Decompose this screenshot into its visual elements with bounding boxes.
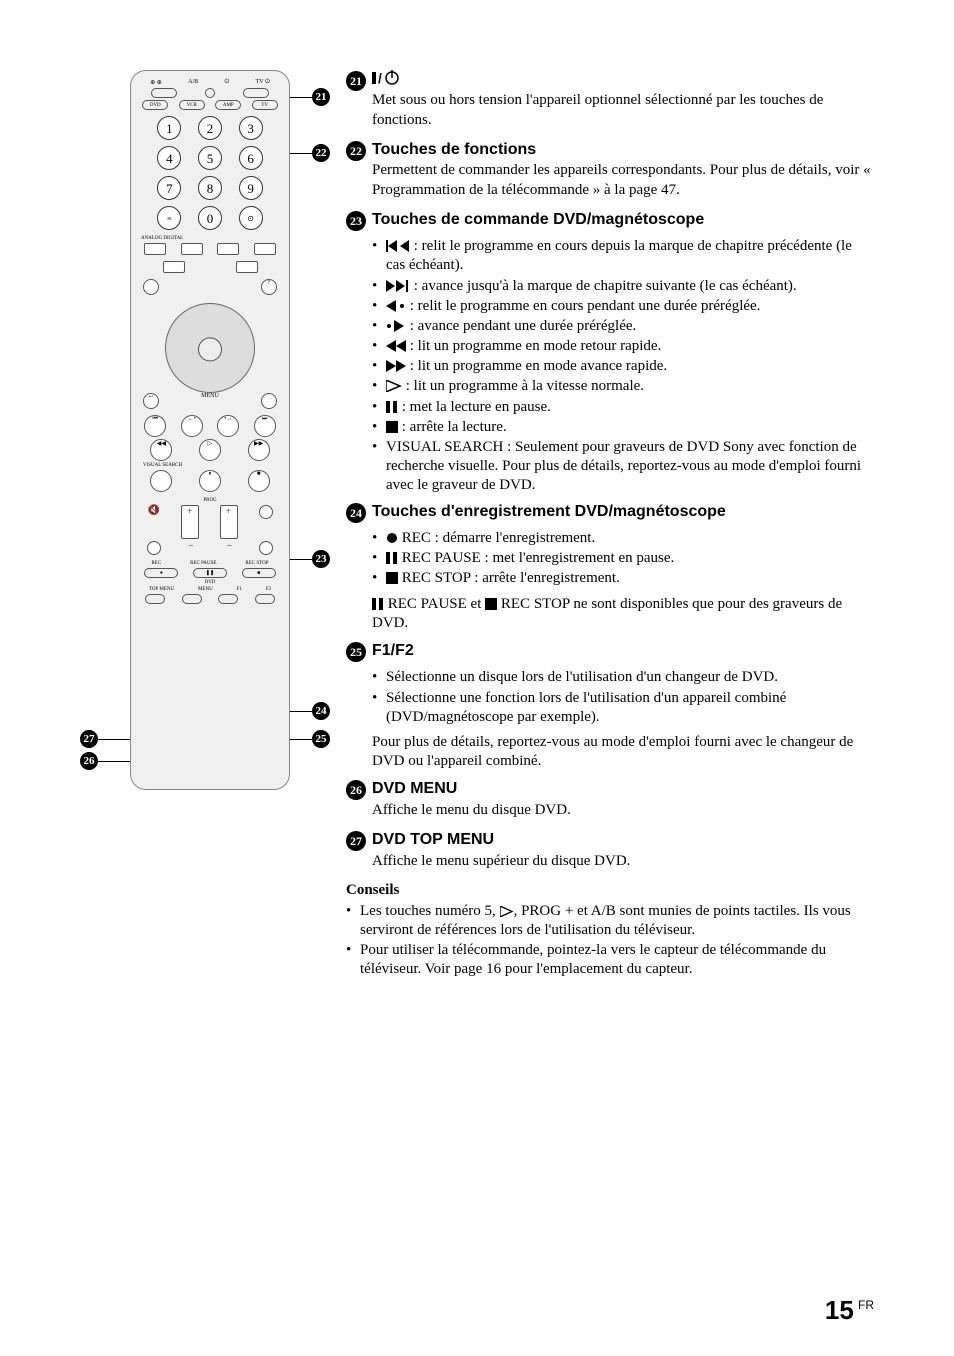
heading-26: DVD MENU	[372, 779, 874, 799]
item-text: REC PAUSE : met l'enregistrement en paus…	[402, 550, 675, 566]
section-21: 21 / Met sous ou hors tension l'appareil…	[346, 70, 874, 134]
list-item: REC : démarre l'enregistrement.	[372, 529, 874, 548]
pause-icon	[386, 401, 398, 413]
list-item: : met la lecture en pause.	[372, 398, 874, 417]
item-text: : met la lecture en pause.	[402, 399, 551, 415]
svg-text:/: /	[378, 70, 382, 86]
item-text: : lit un programme à la vitesse normale.	[406, 378, 644, 394]
item-text: REC : démarre l'enregistrement.	[402, 530, 595, 546]
item-text: : arrête la lecture.	[402, 419, 507, 435]
item-text: : relit le programme en cours pendant un…	[410, 298, 761, 314]
heading-21: /	[372, 70, 874, 90]
record-icon	[386, 532, 398, 544]
list-item: Sélectionne une fonction lors de l'utili…	[372, 689, 874, 727]
item-text: : relit le programme en cours depuis la …	[386, 238, 852, 273]
bullet-22: 22	[346, 141, 366, 161]
item-text: Les touches numéro 5,	[360, 903, 500, 919]
list-23: : relit le programme en cours depuis la …	[372, 237, 874, 495]
prev-chapter-icon	[386, 240, 410, 252]
list-item: Les touches numéro 5, , PROG + et A/B so…	[346, 902, 874, 940]
list-item: : avance pendant une durée préréglée.	[372, 317, 874, 336]
rewind-icon	[386, 340, 406, 352]
desc-21: Met sous ou hors tension l'appareil opti…	[372, 91, 874, 129]
play-icon	[500, 906, 514, 917]
callout-23: 23	[312, 550, 330, 568]
desc-22: Permettent de commander les appareils co…	[372, 161, 874, 199]
list-item: : lit un programme en mode avance rapide…	[372, 357, 874, 376]
section-22: 22 Touches de fonctions Permettent de co…	[346, 140, 874, 204]
list-item: Pour utiliser la télécommande, pointez-l…	[346, 941, 874, 979]
callout-21: 21	[312, 88, 330, 106]
section-25: 25 F1/F2	[346, 641, 874, 662]
remote-column: 21 22 23 24 25 27 26 ⊕ ⊕A/B⏻TV ⏻ DVD VCR	[80, 70, 310, 986]
section-24: 24 Touches d'enregistrement DVD/magnétos…	[346, 502, 874, 523]
heading-23: Touches de commande DVD/magnétoscope	[372, 210, 874, 230]
item-text: REC STOP : arrête l'enregistrement.	[402, 570, 620, 586]
list-item: : avance jusqu'à la marque de chapitre s…	[372, 277, 874, 296]
desc-26: Affiche le menu du disque DVD.	[372, 801, 874, 820]
stop-icon	[386, 572, 398, 584]
heading-27: DVD TOP MENU	[372, 830, 874, 850]
item-text: VISUAL SEARCH : Seulement pour graveurs …	[386, 439, 861, 493]
bullet-26: 26	[346, 780, 366, 800]
callout-26: 26	[80, 752, 98, 770]
page: 21 22 23 24 25 27 26 ⊕ ⊕A/B⏻TV ⏻ DVD VCR	[0, 0, 954, 1356]
list-item: Sélectionne un disque lors de l'utilisat…	[372, 668, 874, 687]
list-item: : arrête la lecture.	[372, 418, 874, 437]
note-24: REC PAUSE et REC STOP ne sont disponible…	[372, 595, 874, 633]
heading-24: Touches d'enregistrement DVD/magnétoscop…	[372, 502, 874, 522]
bullet-25: 25	[346, 642, 366, 662]
callout-22: 22	[312, 144, 330, 162]
item-text: : lit un programme en mode retour rapide…	[410, 338, 662, 354]
list-item: : lit un programme en mode retour rapide…	[372, 337, 874, 356]
remote-illustration: ⊕ ⊕A/B⏻TV ⏻ DVD VCR AMP TV 123 456 789 ≡…	[130, 70, 290, 790]
bullet-21: 21	[346, 71, 366, 91]
section-26: 26 DVD MENU Affiche le menu du disque DV…	[346, 779, 874, 824]
text-column: 21 / Met sous ou hors tension l'appareil…	[346, 70, 874, 986]
callout-25: 25	[312, 730, 330, 748]
advance-icon	[386, 320, 406, 332]
list-item: : relit le programme en cours pendant un…	[372, 297, 874, 316]
heading-25: F1/F2	[372, 641, 874, 661]
list-24: REC : démarre l'enregistrement. REC PAUS…	[372, 529, 874, 589]
section-27: 27 DVD TOP MENU Affiche le menu supérieu…	[346, 830, 874, 875]
item-text: : avance pendant une durée préréglée.	[410, 318, 637, 334]
bullet-27: 27	[346, 831, 366, 851]
replay-icon	[386, 300, 406, 312]
list-item: VISUAL SEARCH : Seulement pour graveurs …	[372, 438, 874, 496]
list-item: : relit le programme en cours depuis la …	[372, 237, 874, 275]
list-25: Sélectionne un disque lors de l'utilisat…	[372, 668, 874, 727]
play-icon	[386, 380, 402, 392]
next-chapter-icon	[386, 280, 410, 292]
conseils-heading: Conseils	[346, 881, 874, 900]
list-item: REC PAUSE : met l'enregistrement en paus…	[372, 549, 874, 568]
list-item: REC STOP : arrête l'enregistrement.	[372, 569, 874, 588]
bullet-24: 24	[346, 503, 366, 523]
page-number-lang: FR	[858, 1298, 874, 1312]
item-text: : lit un programme en mode avance rapide…	[410, 358, 667, 374]
callout-24: 24	[312, 702, 330, 720]
note-text: REC PAUSE et	[384, 596, 485, 612]
item-text: Sélectionne un disque lors de l'utilisat…	[386, 669, 778, 685]
pause-icon	[372, 598, 384, 610]
item-text: : avance jusqu'à la marque de chapitre s…	[414, 278, 797, 294]
page-number-value: 15	[825, 1295, 854, 1325]
item-text: Pour utiliser la télécommande, pointez-l…	[360, 942, 826, 977]
conseils-list: Les touches numéro 5, , PROG + et A/B so…	[346, 902, 874, 980]
heading-22: Touches de fonctions	[372, 140, 874, 160]
item-text: Sélectionne une fonction lors de l'utili…	[386, 690, 786, 725]
fastforward-icon	[386, 360, 406, 372]
stop-icon	[386, 421, 398, 433]
list-item: : lit un programme à la vitesse normale.	[372, 377, 874, 396]
bullet-23: 23	[346, 211, 366, 231]
stop-icon	[485, 598, 497, 610]
content-row: 21 22 23 24 25 27 26 ⊕ ⊕A/B⏻TV ⏻ DVD VCR	[80, 70, 874, 986]
section-23: 23 Touches de commande DVD/magnétoscope	[346, 210, 874, 231]
note-25: Pour plus de détails, reportez-vous au m…	[372, 733, 874, 771]
desc-27: Affiche le menu supérieur du disque DVD.	[372, 852, 874, 871]
page-number: 15 FR	[825, 1295, 874, 1326]
pause-icon	[386, 552, 398, 564]
callout-27: 27	[80, 730, 98, 748]
power-icon: /	[372, 70, 402, 86]
